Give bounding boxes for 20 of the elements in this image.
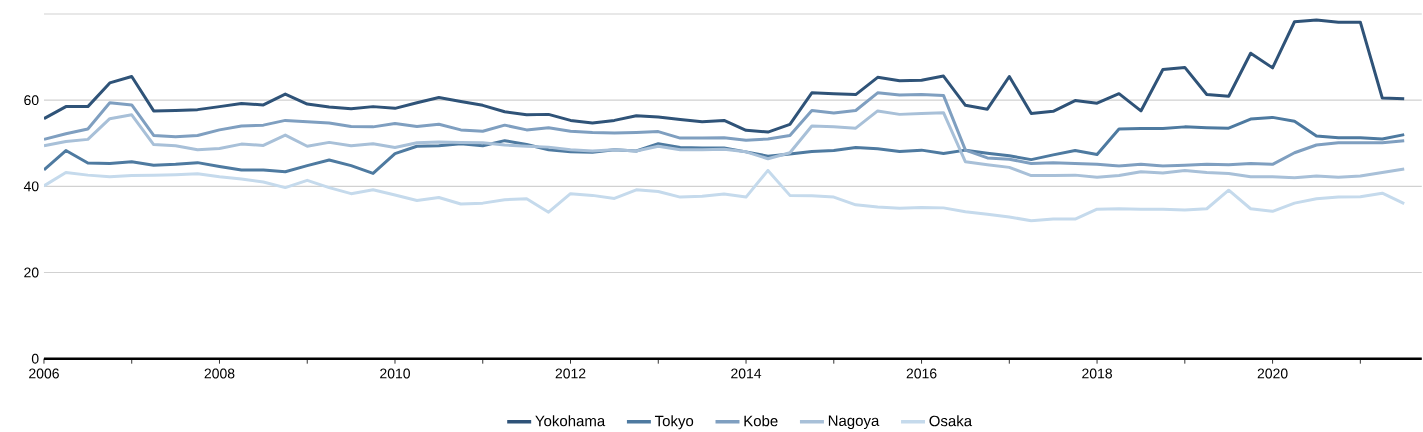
line-series: [43, 109, 1406, 180]
x-tick-label: 2008: [204, 368, 235, 379]
legend-label: Kobe: [744, 415, 778, 427]
legend-label: Tokyo: [654, 415, 694, 430]
y-tick-label: 20: [24, 267, 39, 278]
y-tick-label: 60: [24, 95, 39, 106]
y-tick-label: 0: [31, 353, 39, 364]
y-tick-label: 40: [23, 181, 39, 192]
legend-label: Osaka: [929, 415, 973, 427]
x-tick-label: 2014: [731, 368, 762, 379]
x-tick-label: 2010: [380, 368, 410, 379]
x-tick-label: 2018: [1082, 368, 1112, 379]
legend-label: Yokohama: [535, 415, 606, 427]
line-series: [43, 18, 1406, 134]
x-tick-label: 2016: [906, 368, 937, 379]
legend-label: Nagoya: [828, 415, 880, 429]
x-tick-label: 2012: [555, 368, 586, 379]
x-tick-label: 2006: [29, 368, 59, 379]
line-series: [43, 168, 1406, 223]
x-tick-label: 2020: [1257, 368, 1288, 379]
